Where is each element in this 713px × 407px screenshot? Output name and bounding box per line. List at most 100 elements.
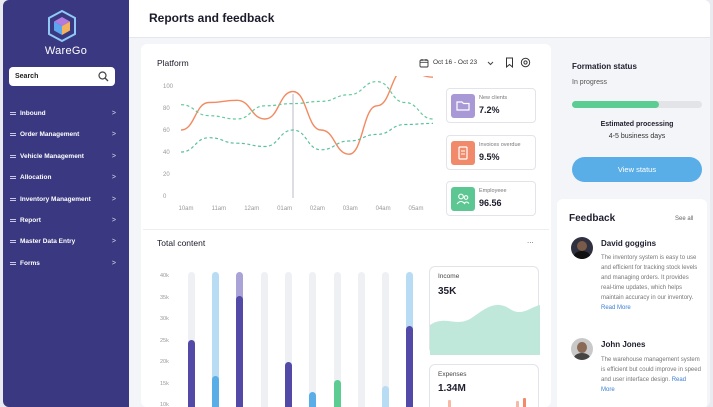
bar-1-segment-0	[212, 272, 219, 407]
chevron-right-icon: >	[111, 216, 116, 224]
expenses-card: Expenses 1.34M	[429, 364, 539, 407]
feedback-card: Feedback See all David goggins The inven…	[557, 199, 707, 407]
bookmark-icon[interactable]	[505, 57, 514, 68]
stat-label: New clients	[479, 95, 508, 101]
see-all-link[interactable]: See all	[675, 216, 694, 222]
x-tick-label: 03am	[343, 206, 358, 212]
sidebar: WareGo Search Inbound > Order Management >…	[3, 0, 129, 407]
page-title: Reports and feedback	[149, 11, 275, 25]
bar-4-segment-1	[285, 362, 292, 407]
bar-6-segment-0	[334, 272, 341, 407]
series-line-0	[180, 76, 434, 155]
bar-0-segment-0	[188, 272, 195, 407]
y-tick-label: 20	[163, 172, 170, 178]
x-tick-label: 10am	[178, 206, 193, 212]
chevron-down-icon[interactable]	[487, 60, 494, 66]
sidebar-item-allocation[interactable]: Allocation >	[3, 167, 129, 188]
expenses-mini-bar	[516, 401, 519, 407]
search-placeholder: Search	[15, 73, 39, 80]
progress-fill	[572, 101, 660, 108]
sidebar-item-label: Allocation	[20, 174, 52, 182]
y-tick-label: 35k	[160, 294, 169, 301]
menu-icon	[10, 261, 16, 265]
app-window: WareGo Search Inbound > Order Management >…	[3, 0, 710, 407]
sidebar-item-order-management[interactable]: Order Management >	[3, 124, 129, 145]
stat-value: 7.2%	[479, 105, 500, 115]
platform-line-chart: 100 80 60 40 20 0 10am 11am 12am 01am 02am 03am 04am…	[163, 76, 434, 212]
chevron-right-icon: >	[111, 110, 116, 117]
bar-8-segment-0	[382, 272, 389, 407]
income-value: 35K	[438, 286, 457, 297]
review-body: The inventory system is easy to use and …	[601, 255, 698, 301]
view-status-button[interactable]: View status	[572, 157, 702, 182]
y-tick-label: 20k	[160, 359, 169, 365]
income-area-chart	[430, 304, 540, 355]
bar-4-segment-0	[285, 272, 292, 407]
read-more-link[interactable]: Read More	[601, 305, 631, 311]
x-tick-label: 02am	[310, 206, 325, 212]
y-tick-label: 60	[163, 128, 170, 134]
y-tick-label: 100	[163, 84, 174, 90]
sidebar-item-forms[interactable]: Forms >	[3, 253, 129, 274]
review-text: The warehouse management system is effic…	[601, 355, 701, 395]
sidebar-nav: Inbound > Order Management > Vehicle Manag…	[3, 103, 129, 274]
menu-icon	[10, 154, 16, 158]
settings-icon[interactable]	[520, 57, 531, 68]
stat-label: Invoices overdue	[479, 142, 521, 148]
stat-label: Employeee	[479, 188, 507, 194]
x-tick-label: 05am	[408, 206, 423, 212]
y-tick-label: 10k	[160, 402, 169, 407]
more-menu-icon[interactable]: ...	[527, 236, 534, 245]
menu-icon	[10, 197, 16, 201]
calendar-icon[interactable]	[419, 58, 429, 68]
y-tick-label: 25k	[160, 337, 169, 344]
sidebar-item-inventory-management[interactable]: Inventory Management >	[3, 189, 129, 210]
total-content-title: Total content	[157, 238, 206, 248]
chevron-right-icon: >	[111, 259, 116, 267]
expenses-label: Expenses	[438, 371, 467, 378]
menu-icon	[10, 112, 16, 115]
expenses-value: 1.34M	[438, 383, 466, 394]
read-more-link[interactable]: Read More	[601, 377, 687, 393]
y-tick-label: 40	[163, 150, 170, 156]
bar-1-segment-1	[212, 376, 219, 407]
logo-icon	[48, 9, 76, 43]
divider	[143, 229, 549, 230]
stat-card-new-clients: New clients 7.2%	[446, 88, 536, 123]
y-tick-label: 80	[163, 106, 170, 112]
sidebar-item-label: Report	[20, 216, 41, 224]
review-text: The inventory system is easy to use and …	[601, 253, 701, 313]
bar-5-segment-0	[309, 272, 316, 407]
sidebar-item-label: Inbound	[20, 110, 46, 117]
x-tick-label: 12am	[244, 206, 259, 212]
bar-9-segment-1	[406, 326, 413, 407]
bar-3-segment-0	[261, 272, 268, 407]
brand-name: WareGo	[44, 45, 88, 57]
sidebar-item-label: Inventory Management	[20, 195, 91, 203]
invoice-icon	[451, 141, 475, 165]
estimate-value: 4-5 business days	[608, 133, 666, 140]
search-icon[interactable]	[98, 71, 109, 82]
sidebar-item-label: Master Data Entry	[20, 238, 76, 246]
chevron-right-icon: >	[111, 195, 116, 203]
sidebar-item-master-data-entry[interactable]: Master Data Entry >	[3, 231, 129, 252]
date-range-selector[interactable]: Oct 16 - Oct 23	[433, 59, 478, 66]
expenses-mini-bar	[448, 400, 451, 407]
sidebar-item-inbound[interactable]: Inbound >	[3, 103, 129, 124]
sidebar-item-label: Forms	[20, 259, 40, 267]
x-tick-label: 01am	[277, 206, 292, 212]
reviewer-name: David goggins	[601, 239, 657, 248]
y-tick-label: 15k	[160, 380, 169, 387]
menu-icon	[10, 176, 16, 180]
y-tick-label: 0	[163, 194, 167, 200]
expenses-mini-bar	[523, 398, 526, 407]
formation-progress-bar	[572, 101, 702, 108]
chevron-right-icon: >	[111, 131, 116, 139]
menu-icon	[10, 218, 16, 222]
sidebar-item-vehicle-management[interactable]: Vehicle Management >	[3, 146, 129, 167]
menu-icon	[10, 240, 16, 244]
search-input[interactable]: Search	[9, 67, 115, 86]
sidebar-item-report[interactable]: Report >	[3, 210, 129, 231]
series-line-2	[180, 122, 434, 153]
chevron-right-icon: >	[111, 152, 116, 160]
